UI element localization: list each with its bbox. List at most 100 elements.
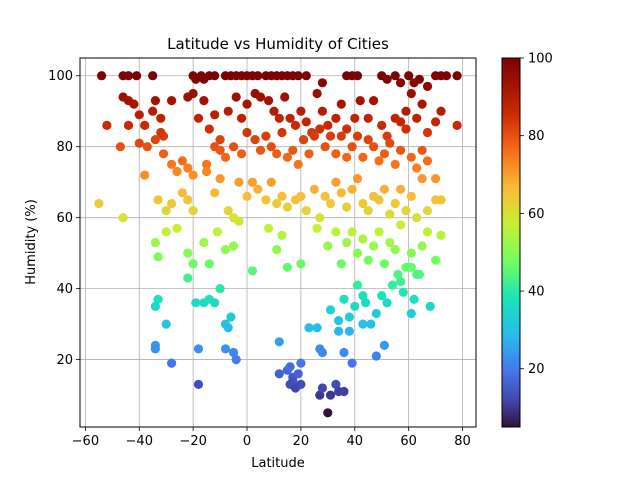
- y-tick-label: 20: [56, 353, 73, 368]
- data-point: [277, 230, 287, 240]
- data-point: [264, 96, 274, 106]
- y-tick-label: 100: [48, 69, 73, 84]
- data-point: [242, 127, 252, 138]
- data-point: [374, 156, 384, 166]
- data-point: [342, 237, 352, 248]
- data-point: [202, 166, 212, 177]
- data-point: [396, 117, 406, 127]
- data-point: [161, 227, 171, 237]
- data-point: [188, 206, 198, 216]
- data-point: [371, 308, 381, 319]
- data-point: [325, 305, 336, 315]
- data-point: [301, 117, 311, 127]
- data-point: [167, 198, 177, 209]
- data-point: [150, 344, 160, 354]
- data-point: [210, 110, 220, 120]
- data-point: [414, 74, 424, 84]
- data-point: [436, 195, 446, 205]
- data-point: [417, 145, 427, 155]
- data-point: [342, 124, 352, 134]
- data-point: [382, 131, 392, 141]
- data-point: [142, 142, 152, 152]
- colorbar: [501, 57, 521, 428]
- data-point: [161, 206, 171, 216]
- data-point: [204, 124, 214, 134]
- data-point: [350, 113, 360, 123]
- data-point: [223, 206, 233, 216]
- data-point: [382, 298, 392, 308]
- y-tick-label: 80: [56, 140, 73, 155]
- data-point: [167, 96, 177, 106]
- x-tick-label: −60: [72, 434, 99, 449]
- data-point: [134, 110, 144, 120]
- data-point: [123, 120, 134, 130]
- data-point: [342, 202, 352, 212]
- data-point: [188, 88, 198, 99]
- data-point: [347, 142, 357, 152]
- data-point: [156, 127, 166, 138]
- data-point: [115, 142, 125, 152]
- data-point: [177, 188, 187, 198]
- y-axis-label: Humidity (%): [24, 199, 39, 285]
- data-point: [309, 184, 319, 194]
- data-point: [425, 301, 435, 311]
- data-point: [301, 71, 311, 81]
- data-point: [431, 255, 441, 265]
- data-point: [229, 142, 239, 152]
- data-point: [404, 262, 414, 272]
- data-point: [247, 266, 257, 276]
- data-point: [350, 301, 360, 311]
- data-point: [361, 298, 371, 308]
- data-point: [312, 323, 322, 333]
- colorbar-tick-label: 20: [528, 362, 545, 377]
- data-point: [183, 248, 193, 258]
- data-point: [339, 294, 349, 304]
- data-point: [220, 245, 231, 255]
- data-point: [331, 149, 341, 159]
- data-point: [183, 273, 193, 283]
- data-point: [331, 227, 341, 237]
- data-point: [156, 113, 166, 123]
- y-tick-label: 40: [56, 282, 73, 297]
- data-point: [422, 206, 433, 216]
- data-point: [272, 149, 282, 159]
- data-point: [296, 259, 306, 269]
- x-tick-label: 0: [243, 434, 251, 449]
- data-point: [379, 259, 389, 269]
- data-point: [290, 120, 301, 130]
- data-point: [277, 191, 287, 201]
- data-point: [210, 298, 220, 308]
- data-point: [293, 369, 303, 379]
- data-point: [377, 120, 387, 130]
- data-point: [404, 71, 414, 81]
- data-point: [379, 184, 389, 194]
- data-point: [255, 92, 266, 102]
- data-point: [266, 142, 276, 152]
- data-point: [215, 174, 225, 184]
- data-point: [374, 195, 384, 205]
- data-point: [422, 127, 433, 138]
- data-point: [296, 379, 306, 389]
- data-point: [317, 347, 327, 358]
- data-point: [342, 152, 352, 162]
- data-point: [347, 184, 357, 194]
- data-point: [229, 241, 239, 251]
- data-point: [352, 131, 363, 141]
- data-point: [315, 390, 325, 400]
- data-point: [352, 174, 363, 184]
- data-point: [204, 259, 214, 269]
- data-point: [193, 379, 204, 389]
- data-point: [282, 152, 292, 162]
- data-point: [336, 259, 346, 269]
- colorbar-tick-label: 40: [528, 285, 545, 300]
- data-point: [129, 99, 139, 109]
- data-point: [344, 312, 354, 322]
- data-point: [363, 255, 373, 265]
- data-point: [102, 120, 112, 130]
- x-tick-label: −40: [126, 434, 153, 449]
- data-point: [396, 184, 406, 194]
- data-point: [323, 408, 333, 418]
- data-point: [398, 287, 408, 297]
- data-point: [374, 227, 384, 237]
- data-point: [414, 269, 424, 279]
